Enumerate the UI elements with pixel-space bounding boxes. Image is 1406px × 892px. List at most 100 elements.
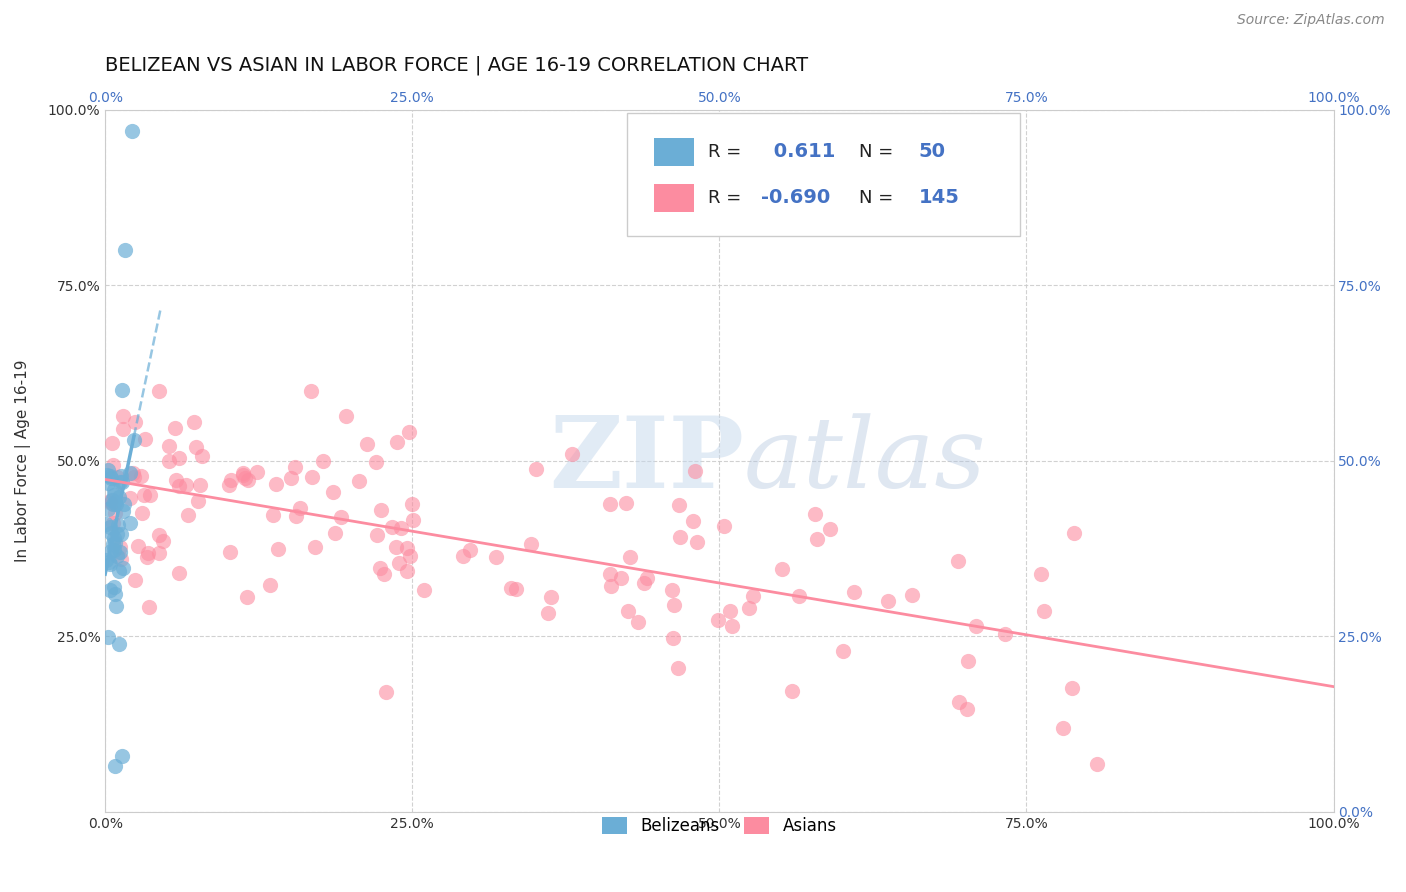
Text: Source: ZipAtlas.com: Source: ZipAtlas.com <box>1237 13 1385 28</box>
Point <box>136 550 159 565</box>
Point <box>105 549 128 563</box>
Point <box>520 537 543 551</box>
Point <box>98 494 121 508</box>
Point <box>121 124 143 138</box>
Point <box>103 488 125 502</box>
Point <box>104 587 127 601</box>
Point <box>127 539 149 553</box>
Text: atlas: atlas <box>744 413 987 508</box>
Legend: Belizeans, Asians: Belizeans, Asians <box>595 811 844 842</box>
Point <box>105 527 128 541</box>
Text: 50: 50 <box>918 143 945 161</box>
Point <box>561 447 583 461</box>
Point <box>368 561 391 575</box>
Point <box>184 440 207 454</box>
Point <box>787 589 810 603</box>
Point <box>806 532 828 546</box>
Point <box>877 594 900 608</box>
Point <box>108 490 131 504</box>
Point <box>112 422 135 436</box>
Point <box>131 506 153 520</box>
Point <box>366 455 388 469</box>
Point <box>105 469 128 483</box>
Point <box>312 453 335 467</box>
Point <box>366 528 388 542</box>
Point <box>100 525 122 540</box>
Point <box>232 468 254 483</box>
Point <box>301 470 323 484</box>
Point <box>283 460 305 475</box>
Point <box>375 685 398 699</box>
Point <box>103 497 125 511</box>
Point <box>218 478 240 492</box>
Point <box>111 409 134 423</box>
Point <box>188 478 211 492</box>
Point <box>112 497 135 511</box>
Point <box>1029 566 1052 581</box>
Text: ZIP: ZIP <box>548 412 744 509</box>
Point <box>661 582 683 597</box>
Point <box>347 474 370 488</box>
Point <box>370 503 392 517</box>
Point <box>124 574 146 588</box>
Point <box>900 588 922 602</box>
Point <box>599 579 621 593</box>
Point <box>842 585 865 599</box>
Point <box>101 537 124 551</box>
Point <box>323 526 346 541</box>
Point <box>183 415 205 429</box>
Point <box>97 463 120 477</box>
FancyBboxPatch shape <box>654 184 693 211</box>
Point <box>100 544 122 558</box>
Point <box>103 580 125 594</box>
Point <box>97 555 120 569</box>
Point <box>157 454 180 468</box>
Point <box>108 544 131 558</box>
Point <box>176 508 198 523</box>
Point <box>103 531 125 545</box>
Point <box>167 479 190 493</box>
Point <box>110 527 132 541</box>
Point <box>236 591 259 605</box>
Point <box>721 618 744 632</box>
Point <box>232 467 254 481</box>
Point <box>104 498 127 512</box>
Point <box>169 566 191 580</box>
Point <box>100 493 122 508</box>
Point <box>136 546 159 560</box>
Point <box>373 566 395 581</box>
Point <box>780 684 803 698</box>
Point <box>499 581 522 595</box>
Point <box>122 470 145 484</box>
Point <box>267 541 290 556</box>
Point <box>387 435 409 450</box>
Point <box>683 464 706 478</box>
Point <box>1085 756 1108 771</box>
Point <box>280 471 302 485</box>
Point <box>818 522 841 536</box>
Point <box>737 601 759 615</box>
Point <box>101 436 124 450</box>
Point <box>100 520 122 534</box>
Point <box>1060 681 1083 695</box>
Point <box>96 516 118 531</box>
Point <box>965 619 987 633</box>
Point <box>284 509 307 524</box>
Point <box>259 577 281 591</box>
Point <box>505 582 527 597</box>
Point <box>458 543 481 558</box>
Point <box>948 695 970 709</box>
Point <box>1052 721 1074 735</box>
Point <box>105 599 128 614</box>
Point <box>412 583 434 598</box>
Point <box>118 491 141 505</box>
Point <box>686 535 709 549</box>
Point <box>994 627 1017 641</box>
Text: R =: R = <box>709 143 741 161</box>
Point <box>124 415 146 429</box>
Point <box>98 582 121 597</box>
Point <box>148 527 170 541</box>
Point <box>122 466 145 480</box>
Point <box>187 493 209 508</box>
Point <box>669 530 692 544</box>
